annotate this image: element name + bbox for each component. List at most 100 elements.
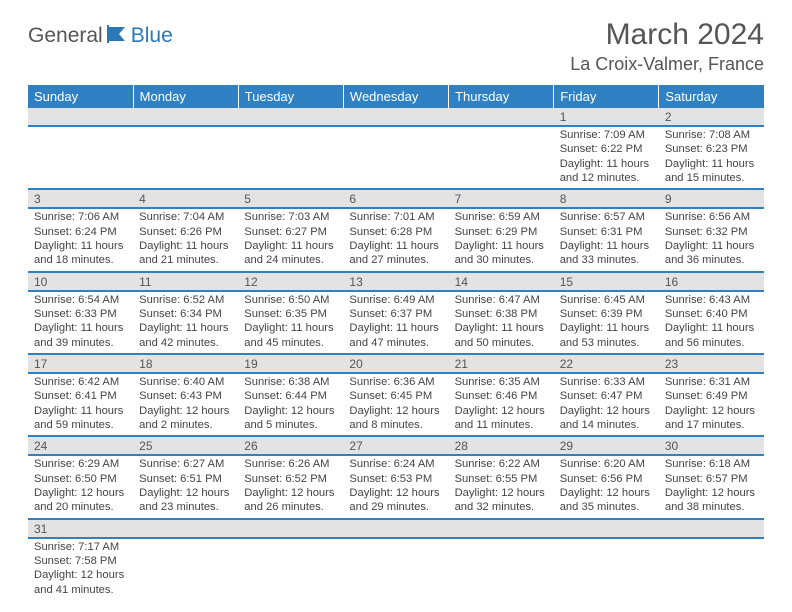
day-number: 6 [343, 190, 448, 207]
day-number [659, 520, 764, 537]
day-data: Sunrise: 6:20 AMSunset: 6:56 PMDaylight:… [554, 456, 659, 517]
day-number-cell: 18 [133, 354, 238, 373]
day-number-cell: 22 [554, 354, 659, 373]
weekday-header: Saturday [659, 85, 764, 108]
day-number-cell: 19 [238, 354, 343, 373]
day-data [238, 127, 343, 183]
day-number [343, 520, 448, 537]
day-data-cell: Sunrise: 6:42 AMSunset: 6:41 PMDaylight:… [28, 373, 133, 436]
day-data: Sunrise: 6:56 AMSunset: 6:32 PMDaylight:… [659, 209, 764, 270]
day-data-cell: Sunrise: 6:20 AMSunset: 6:56 PMDaylight:… [554, 455, 659, 518]
day-data: Sunrise: 7:04 AMSunset: 6:26 PMDaylight:… [133, 209, 238, 270]
day-data [133, 539, 238, 595]
day-data [133, 127, 238, 183]
day-data: Sunrise: 6:49 AMSunset: 6:37 PMDaylight:… [343, 292, 448, 353]
day-data: Sunrise: 6:57 AMSunset: 6:31 PMDaylight:… [554, 209, 659, 270]
day-number-cell: 9 [659, 189, 764, 208]
day-number [554, 520, 659, 537]
day-data-cell: Sunrise: 7:06 AMSunset: 6:24 PMDaylight:… [28, 208, 133, 271]
day-number-cell: 3 [28, 189, 133, 208]
day-number-cell [449, 108, 554, 126]
day-number-cell: 15 [554, 272, 659, 291]
day-number: 23 [659, 355, 764, 372]
day-number-cell [554, 519, 659, 538]
day-number-cell [449, 519, 554, 538]
day-number [449, 520, 554, 537]
day-data [343, 539, 448, 595]
weekday-header: Thursday [449, 85, 554, 108]
day-data: Sunrise: 6:24 AMSunset: 6:53 PMDaylight:… [343, 456, 448, 517]
day-data-cell: Sunrise: 6:59 AMSunset: 6:29 PMDaylight:… [449, 208, 554, 271]
day-number: 16 [659, 273, 764, 290]
day-data-cell: Sunrise: 7:03 AMSunset: 6:27 PMDaylight:… [238, 208, 343, 271]
day-data: Sunrise: 6:27 AMSunset: 6:51 PMDaylight:… [133, 456, 238, 517]
day-data: Sunrise: 6:35 AMSunset: 6:46 PMDaylight:… [449, 374, 554, 435]
day-number: 26 [238, 437, 343, 454]
day-data: Sunrise: 6:43 AMSunset: 6:40 PMDaylight:… [659, 292, 764, 353]
day-number-cell: 21 [449, 354, 554, 373]
day-data-cell [343, 126, 448, 189]
day-data: Sunrise: 7:17 AMSunset: 7:58 PMDaylight:… [28, 539, 133, 600]
day-data: Sunrise: 6:29 AMSunset: 6:50 PMDaylight:… [28, 456, 133, 517]
day-data: Sunrise: 6:26 AMSunset: 6:52 PMDaylight:… [238, 456, 343, 517]
day-number: 4 [133, 190, 238, 207]
day-data-cell: Sunrise: 6:56 AMSunset: 6:32 PMDaylight:… [659, 208, 764, 271]
day-data-cell: Sunrise: 6:43 AMSunset: 6:40 PMDaylight:… [659, 291, 764, 354]
day-number: 20 [343, 355, 448, 372]
day-data-cell: Sunrise: 6:33 AMSunset: 6:47 PMDaylight:… [554, 373, 659, 436]
day-data [343, 127, 448, 183]
day-data-cell [238, 126, 343, 189]
day-number-cell: 20 [343, 354, 448, 373]
weekday-header: Wednesday [343, 85, 448, 108]
day-data-cell: Sunrise: 6:57 AMSunset: 6:31 PMDaylight:… [554, 208, 659, 271]
day-data-cell [28, 126, 133, 189]
day-number-cell: 16 [659, 272, 764, 291]
day-data-cell [659, 538, 764, 600]
day-data: Sunrise: 6:40 AMSunset: 6:43 PMDaylight:… [133, 374, 238, 435]
header: General Blue March 2024 La Croix-Valmer,… [28, 18, 764, 75]
day-data: Sunrise: 7:06 AMSunset: 6:24 PMDaylight:… [28, 209, 133, 270]
day-number-cell: 23 [659, 354, 764, 373]
day-data-cell: Sunrise: 6:27 AMSunset: 6:51 PMDaylight:… [133, 455, 238, 518]
day-number-cell: 29 [554, 436, 659, 455]
calendar-table: SundayMondayTuesdayWednesdayThursdayFrid… [28, 85, 764, 600]
day-data-cell [343, 538, 448, 600]
day-number: 11 [133, 273, 238, 290]
day-number-cell: 8 [554, 189, 659, 208]
day-data: Sunrise: 6:36 AMSunset: 6:45 PMDaylight:… [343, 374, 448, 435]
day-number: 29 [554, 437, 659, 454]
day-number-cell [133, 519, 238, 538]
day-data-cell: Sunrise: 6:52 AMSunset: 6:34 PMDaylight:… [133, 291, 238, 354]
day-data-cell: Sunrise: 6:40 AMSunset: 6:43 PMDaylight:… [133, 373, 238, 436]
day-data-cell: Sunrise: 6:26 AMSunset: 6:52 PMDaylight:… [238, 455, 343, 518]
day-data-cell [133, 538, 238, 600]
day-number: 10 [28, 273, 133, 290]
day-data [449, 127, 554, 183]
day-number-cell [238, 108, 343, 126]
day-data: Sunrise: 6:59 AMSunset: 6:29 PMDaylight:… [449, 209, 554, 270]
day-data-cell: Sunrise: 6:24 AMSunset: 6:53 PMDaylight:… [343, 455, 448, 518]
day-data: Sunrise: 7:08 AMSunset: 6:23 PMDaylight:… [659, 127, 764, 188]
day-data: Sunrise: 6:47 AMSunset: 6:38 PMDaylight:… [449, 292, 554, 353]
day-data-cell: Sunrise: 6:38 AMSunset: 6:44 PMDaylight:… [238, 373, 343, 436]
weekday-header: Sunday [28, 85, 133, 108]
day-data: Sunrise: 6:52 AMSunset: 6:34 PMDaylight:… [133, 292, 238, 353]
day-number-cell: 24 [28, 436, 133, 455]
day-data-cell: Sunrise: 6:29 AMSunset: 6:50 PMDaylight:… [28, 455, 133, 518]
day-number: 28 [449, 437, 554, 454]
day-number [28, 108, 133, 125]
day-data: Sunrise: 6:38 AMSunset: 6:44 PMDaylight:… [238, 374, 343, 435]
day-number-cell: 11 [133, 272, 238, 291]
day-number: 17 [28, 355, 133, 372]
day-data: Sunrise: 6:42 AMSunset: 6:41 PMDaylight:… [28, 374, 133, 435]
day-data [238, 539, 343, 595]
day-number [133, 520, 238, 537]
day-data: Sunrise: 7:03 AMSunset: 6:27 PMDaylight:… [238, 209, 343, 270]
day-data-cell: Sunrise: 7:17 AMSunset: 7:58 PMDaylight:… [28, 538, 133, 600]
day-number: 24 [28, 437, 133, 454]
day-number: 1 [554, 108, 659, 125]
day-number-cell: 13 [343, 272, 448, 291]
day-data: Sunrise: 6:45 AMSunset: 6:39 PMDaylight:… [554, 292, 659, 353]
day-number-cell: 26 [238, 436, 343, 455]
day-data: Sunrise: 6:33 AMSunset: 6:47 PMDaylight:… [554, 374, 659, 435]
